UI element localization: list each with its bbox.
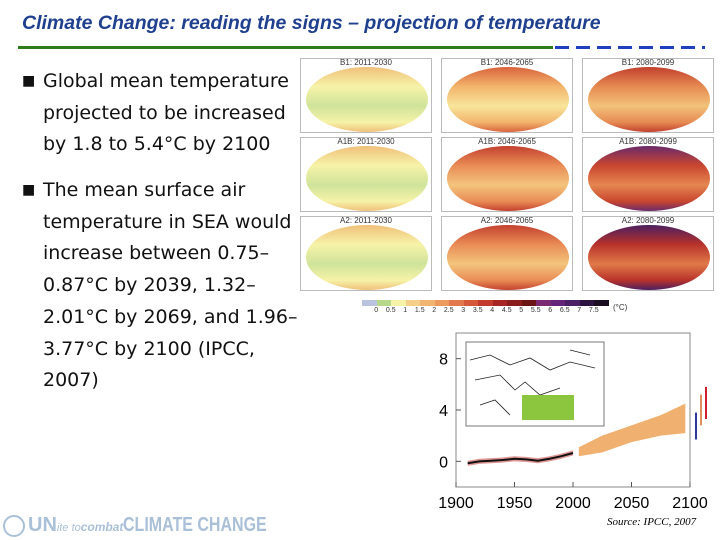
map-label: B1: 2046-2065 xyxy=(442,59,572,67)
colorbar-swatch xyxy=(434,300,449,306)
colorbar-ticks: 0 0.5 1 1.5 2 2.5 3 3.5 4 4.5 5 5.5 6 6.5 7 7.5 xyxy=(369,307,601,314)
logo-combat: combat xyxy=(80,520,124,534)
colorbar xyxy=(362,300,609,306)
projection-map: A1B: 2046-2065 xyxy=(441,137,573,212)
projection-band xyxy=(578,403,686,457)
sea-region-highlight xyxy=(522,395,574,420)
colorbar-swatch xyxy=(536,300,551,306)
title-underline-dashed xyxy=(555,46,705,49)
colorbar-tick: 4.5 xyxy=(501,307,512,314)
colorbar-tick: 2 xyxy=(432,307,437,314)
colorbar-tick: 5 xyxy=(519,307,524,314)
x-tick-label: 1950 xyxy=(497,495,533,510)
colorbar-tick: 4 xyxy=(490,307,495,314)
colorbar-swatch xyxy=(507,300,522,306)
bullet-text: The mean surface air temperature in SEA … xyxy=(43,179,298,392)
un-globe-icon xyxy=(3,514,25,537)
y-tick-label: 0 xyxy=(439,454,448,471)
colorbar-tick: 1.5 xyxy=(414,307,425,314)
map-label: A1B: 2080-2099 xyxy=(583,138,713,146)
world-map xyxy=(588,67,710,132)
unite-logo: UN ite to combat CLIMATE CHANGE xyxy=(3,514,303,537)
projection-map: B1: 2080-2099 xyxy=(582,58,714,133)
x-tick-label: 2000 xyxy=(555,495,591,510)
colorbar-tick: 6 xyxy=(548,307,553,314)
colorbar-swatch xyxy=(565,300,580,306)
colorbar-tick: 0 xyxy=(374,307,379,314)
x-tick-label: 1900 xyxy=(438,495,474,510)
bullet-2: ■ The mean surface air temperature in SE… xyxy=(22,175,312,397)
x-tick-label: 2100 xyxy=(672,495,708,510)
map-label: B1: 2080-2099 xyxy=(583,59,713,67)
colorbar-tick: 1 xyxy=(403,307,408,314)
map-label: B1: 2011-2030 xyxy=(301,59,431,67)
colorbar-swatch xyxy=(579,300,594,306)
colorbar-unit: (°C) xyxy=(613,303,628,312)
observed-line xyxy=(467,452,574,465)
world-map xyxy=(447,225,569,290)
colorbar-swatch xyxy=(449,300,464,306)
map-label: A2: 2080-2099 xyxy=(583,217,713,225)
source-citation: Source: IPCC, 2007 xyxy=(607,516,697,528)
world-map xyxy=(306,67,428,132)
colorbar-swatch xyxy=(492,300,507,306)
colorbar-swatch xyxy=(550,300,565,306)
colorbar-tick: 5.5 xyxy=(530,307,541,314)
colorbar-tick: 3 xyxy=(461,307,466,314)
colorbar-swatch xyxy=(521,300,536,306)
inset-coastlines xyxy=(469,349,596,416)
colorbar-swatch xyxy=(463,300,478,306)
colorbar-tick: 0.5 xyxy=(385,307,396,314)
temperature-chart: 0 4 8 1900 1950 2000 2050 2100 xyxy=(438,332,708,510)
world-map xyxy=(588,146,710,211)
logo-ite: ite to xyxy=(56,522,81,534)
projection-map: A1B: 2080-2099 xyxy=(582,137,714,212)
map-label: A2: 2046-2065 xyxy=(442,217,572,225)
title-underline xyxy=(18,46,553,49)
map-label: A1B: 2011-2030 xyxy=(301,138,431,146)
projection-map: A2: 2046-2065 xyxy=(441,216,573,291)
colorbar-tick: 7 xyxy=(577,307,582,314)
colorbar-swatch xyxy=(478,300,493,306)
projection-map: A2: 2080-2099 xyxy=(582,216,714,291)
map-label: A2: 2011-2030 xyxy=(301,217,431,225)
projection-map: B1: 2046-2065 xyxy=(441,58,573,133)
colorbar-swatch xyxy=(405,300,420,306)
map-label: A1B: 2046-2065 xyxy=(442,138,572,146)
world-map xyxy=(306,225,428,290)
world-map xyxy=(447,67,569,132)
square-bullet-icon: ■ xyxy=(22,182,36,198)
colorbar-tick: 6.5 xyxy=(559,307,570,314)
colorbar-swatch xyxy=(376,300,391,306)
bullet-1: ■ Global mean temperature projected to b… xyxy=(22,66,312,161)
projection-maps-grid: B1: 2011-2030 B1: 2046-2065 B1: 2080-2099 A… xyxy=(300,58,720,318)
colorbar-tick: 2.5 xyxy=(443,307,454,314)
projection-map: B1: 2011-2030 xyxy=(300,58,432,133)
square-bullet-icon: ■ xyxy=(22,73,36,89)
colorbar-tick: 3.5 xyxy=(472,307,483,314)
x-tick-label: 2050 xyxy=(614,495,650,510)
colorbar-swatch xyxy=(391,300,406,306)
world-map xyxy=(588,225,710,290)
colorbar-swatch xyxy=(420,300,435,306)
world-map xyxy=(306,146,428,211)
y-tick-label: 8 xyxy=(439,352,448,369)
logo-un: UN xyxy=(28,514,57,536)
colorbar-swatch xyxy=(594,300,609,306)
projection-map: A1B: 2011-2030 xyxy=(300,137,432,212)
bullet-text: Global mean temperature projected to be … xyxy=(43,70,289,156)
world-map xyxy=(447,146,569,211)
colorbar-swatch xyxy=(362,300,377,306)
projection-map: A2: 2011-2030 xyxy=(300,216,432,291)
logo-climate-change: CLIMATE CHANGE xyxy=(123,514,268,536)
y-tick-label: 4 xyxy=(439,403,448,420)
colorbar-tick: 7.5 xyxy=(588,307,599,314)
slide-title: Climate Change: reading the signs – proj… xyxy=(22,12,601,34)
